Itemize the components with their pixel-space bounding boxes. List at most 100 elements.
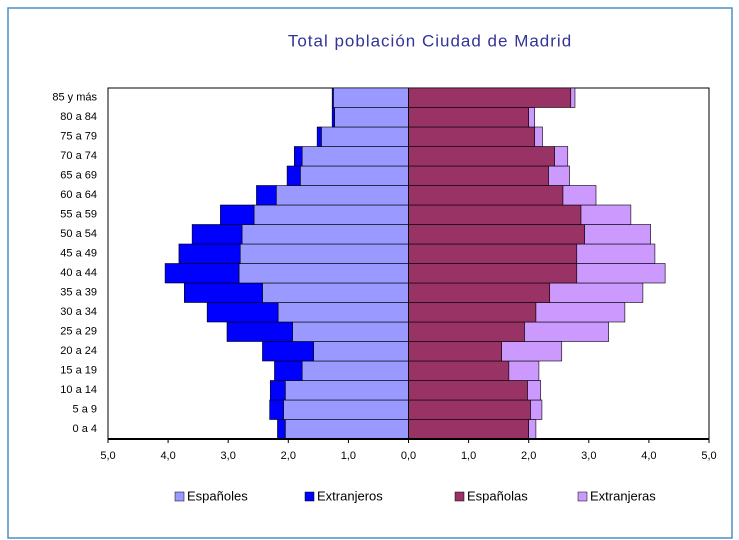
bar	[408, 146, 555, 167]
bar	[408, 243, 578, 264]
y-tick-label: 30 a 34	[60, 306, 97, 318]
bar	[408, 341, 502, 362]
bar	[408, 302, 537, 323]
bar	[191, 224, 243, 245]
y-tick-label: 10 a 14	[60, 384, 97, 396]
bar	[269, 380, 286, 401]
bar	[292, 321, 409, 342]
bar	[548, 165, 570, 186]
y-tick-label: 0 a 4	[73, 423, 97, 435]
bar	[508, 360, 540, 381]
bar	[331, 107, 335, 128]
bar	[584, 224, 652, 245]
bar	[554, 146, 569, 167]
bar	[408, 380, 528, 401]
y-tick-label: 60 a 64	[60, 189, 97, 201]
legend-label: Españolas	[467, 488, 528, 503]
bar	[286, 165, 301, 186]
y-tick-label: 70 a 74	[60, 150, 97, 162]
bar	[530, 399, 543, 420]
x-tick-label: 2,0	[281, 450, 296, 462]
bar	[262, 282, 409, 303]
legend-swatch	[304, 491, 315, 502]
bar	[206, 302, 279, 323]
bar	[220, 204, 255, 225]
y-tick-label: 35 a 39	[60, 287, 97, 299]
bar	[562, 185, 597, 206]
y-tick-label: 55 a 59	[60, 209, 97, 221]
x-tick-label: 5,0	[701, 450, 716, 462]
bar	[408, 399, 531, 420]
legend-swatch	[577, 491, 588, 502]
x-tick-label: 1,0	[341, 450, 356, 462]
bar	[334, 107, 409, 128]
legend-label: Extranjeras	[590, 488, 656, 503]
legend-swatch	[454, 491, 465, 502]
legend-label: Extranjeros	[317, 488, 383, 503]
bar	[269, 399, 284, 420]
bar	[576, 243, 656, 264]
bar	[294, 146, 303, 167]
bar	[408, 204, 582, 225]
y-tick-label: 25 a 29	[60, 326, 97, 338]
y-tick-label: 80 a 84	[60, 111, 97, 123]
bar	[570, 87, 576, 108]
legend: Españoles Extranjeros Españolas Extranjeras	[174, 488, 656, 503]
y-tick-label: 15 a 19	[60, 365, 97, 377]
bar	[408, 165, 549, 186]
bar	[284, 419, 409, 440]
y-tick-label: 40 a 44	[60, 267, 97, 279]
bar	[333, 87, 409, 108]
legend-label: Españoles	[187, 488, 248, 503]
bar	[408, 263, 578, 284]
bar	[501, 341, 563, 362]
bar	[283, 399, 409, 420]
bar	[184, 282, 263, 303]
bar	[274, 360, 303, 381]
y-tick-label: 20 a 24	[60, 345, 97, 357]
bar	[226, 321, 293, 342]
bar	[313, 341, 409, 362]
bar	[262, 341, 314, 362]
bar	[316, 126, 322, 147]
y-tick-label: 45 a 49	[60, 248, 97, 260]
x-tick-label: 4,0	[160, 450, 175, 462]
bar	[256, 185, 277, 206]
bar	[408, 321, 525, 342]
x-tick-label: 5,0	[100, 450, 115, 462]
bar	[321, 126, 409, 147]
bar	[253, 204, 409, 225]
x-tick-label: 1,0	[461, 450, 476, 462]
legend-swatch	[174, 491, 185, 502]
bar	[164, 263, 240, 284]
bar	[239, 243, 409, 264]
x-tick-label: 3,0	[221, 450, 236, 462]
bar	[408, 282, 551, 303]
bar	[277, 419, 286, 440]
bar	[534, 126, 543, 147]
bar	[580, 204, 632, 225]
bar	[408, 107, 529, 128]
y-tick-label: 85 y más	[52, 92, 97, 104]
bar	[178, 243, 241, 264]
bar	[277, 302, 409, 323]
bar	[331, 87, 334, 108]
bar	[408, 419, 529, 440]
bar	[549, 282, 644, 303]
bar	[275, 185, 409, 206]
chart-title: Total población Ciudad de Madrid	[288, 31, 572, 50]
x-tick-label: 3,0	[581, 450, 596, 462]
bar	[241, 224, 409, 245]
y-tick-label: 75 a 79	[60, 131, 97, 143]
bar	[408, 87, 572, 108]
y-tick-label: 5 a 9	[73, 404, 97, 416]
bar	[300, 165, 409, 186]
bar	[408, 224, 585, 245]
bar	[408, 360, 510, 381]
bar	[527, 380, 542, 401]
y-tick-label: 65 a 69	[60, 170, 97, 182]
bar	[535, 302, 626, 323]
bar	[284, 380, 409, 401]
bar	[238, 263, 409, 284]
